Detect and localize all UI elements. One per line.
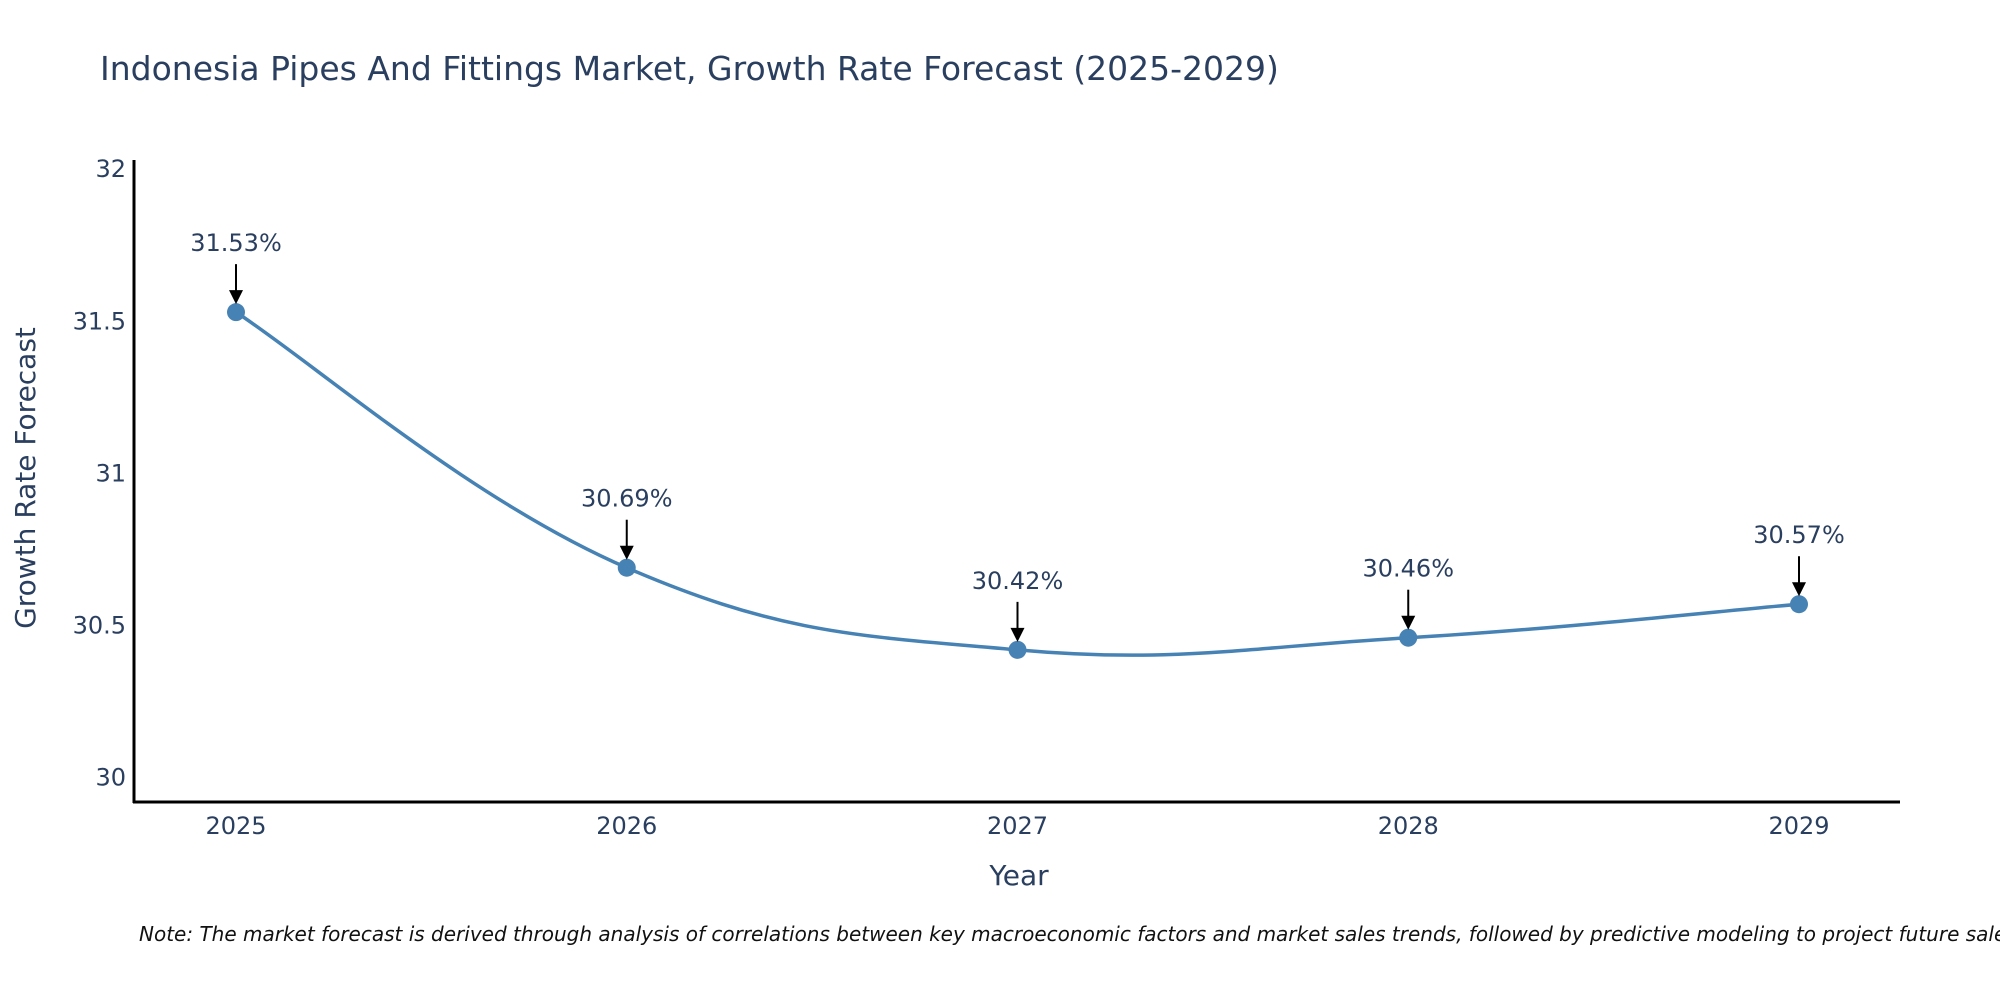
data-label: 30.57% (1753, 521, 1845, 549)
y-tick-label: 30.5 (73, 612, 126, 640)
x-tick-label: 2029 (1768, 812, 1829, 840)
annotation-arrow-head (619, 545, 634, 560)
y-tick-label: 32 (95, 155, 126, 183)
x-axis-ticks: 2025 2026 2027 2028 2029 (205, 812, 1829, 840)
data-point (1008, 640, 1027, 659)
data-point (1790, 595, 1808, 614)
data-point (227, 303, 245, 322)
series-markers (227, 303, 1808, 659)
x-axis-title: Year (988, 859, 1049, 892)
series-line (235, 310, 1800, 657)
annotation-arrow-head (229, 290, 243, 305)
data-label-annotations: 31.53% 30.69% 30.42% 30.46% 30.57% (190, 229, 1845, 642)
x-tick-label: 2025 (205, 812, 266, 840)
y-tick-label: 31.5 (73, 307, 126, 335)
x-tick-label: 2028 (1378, 812, 1439, 840)
chart-title: Indonesia Pipes And Fittings Market, Gro… (100, 49, 1279, 88)
data-point (617, 558, 636, 577)
data-label: 30.69% (581, 485, 673, 513)
y-axis-ticks: 30 30.5 31 31.5 32 (73, 155, 126, 792)
x-tick-label: 2026 (596, 812, 657, 840)
annotation-arrow-head (1792, 582, 1806, 597)
data-point (1399, 628, 1418, 647)
data-label: 30.46% (1362, 555, 1454, 583)
forecast-note: Note: The market forecast is derived thr… (139, 922, 2000, 946)
annotation-arrow-head (1401, 615, 1416, 630)
data-label: 30.42% (972, 567, 1064, 595)
y-tick-label: 30 (95, 764, 126, 792)
annotation-arrow-head (1010, 627, 1025, 642)
y-tick-label: 31 (95, 459, 126, 487)
data-label: 31.53% (190, 229, 282, 257)
x-tick-label: 2027 (987, 812, 1048, 840)
y-axis-title: Growth Rate Forecast (9, 327, 42, 629)
